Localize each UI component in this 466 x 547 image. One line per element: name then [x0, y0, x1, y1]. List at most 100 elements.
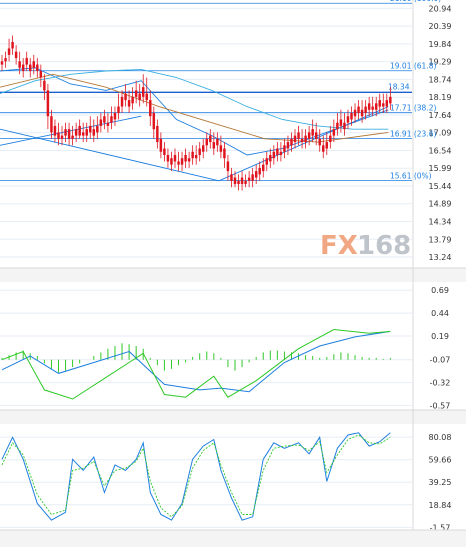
macd-y-tick-label: 0.44	[431, 309, 449, 318]
candle-body	[43, 80, 46, 91]
trendline	[218, 106, 389, 182]
candle-body	[346, 116, 350, 123]
macd-line	[1, 330, 391, 393]
candle-body	[156, 125, 159, 143]
candle-body	[39, 71, 43, 78]
candle-body	[187, 158, 191, 162]
macd-y-tick-label: -0.07	[430, 356, 451, 365]
candle-body	[219, 145, 223, 152]
watermark-168: 168	[357, 231, 411, 261]
candle-body	[50, 116, 53, 133]
candle-body	[262, 164, 265, 172]
candle-body	[134, 90, 138, 97]
candle-body	[21, 64, 25, 72]
candle-body	[205, 138, 208, 146]
price-y-tick-label: 17.64	[429, 111, 452, 120]
candle-body	[283, 145, 286, 152]
candle-body	[300, 138, 304, 143]
candle-body	[216, 138, 219, 146]
candle-body	[57, 132, 60, 139]
candle-body	[311, 129, 314, 136]
candle-body	[339, 119, 343, 126]
current-price-label: 18.34	[388, 82, 410, 91]
candle-body	[382, 103, 385, 107]
kdj-k-line	[1, 432, 391, 521]
candle-body	[251, 174, 254, 181]
price-y-tick-label: 16.54	[429, 146, 452, 155]
panel-divider	[0, 410, 466, 424]
candle-body	[240, 177, 244, 185]
price-panel: 20.94 20.39 19.84 19.29 18.74 18.19 17.64 17.09…	[0, 0, 451, 262]
candle-body	[127, 100, 131, 107]
fib-level-label: 21.10 (100.0)	[390, 0, 441, 3]
candle-body	[103, 116, 106, 123]
candle-body	[269, 154, 272, 162]
candle-body	[159, 138, 163, 152]
candle-body	[170, 158, 173, 165]
price-y-tick-label: 19.84	[429, 40, 452, 49]
candle-body	[46, 90, 50, 117]
candle-body	[233, 177, 237, 185]
candle-body	[247, 177, 251, 181]
candle-body	[85, 129, 88, 136]
candle-body	[212, 142, 216, 149]
candle-body	[360, 109, 364, 117]
candle-body	[293, 135, 297, 143]
kdj-panel: 80.08 59.66 39.25 18.84 -1.57	[0, 432, 452, 532]
candle-body	[209, 135, 212, 143]
candle-body	[25, 58, 28, 65]
candle-body	[7, 48, 11, 55]
candle-body	[11, 41, 14, 49]
candle-body	[74, 129, 78, 136]
candle-body	[254, 171, 258, 178]
price-y-tick-label: 18.74	[429, 75, 452, 84]
candle-body	[89, 125, 92, 133]
panel-divider	[0, 530, 466, 547]
candle-body	[32, 61, 36, 68]
candle-body	[14, 51, 18, 59]
price-y-tick-label: 17.09	[429, 129, 452, 138]
fx168-watermark: FX 168	[320, 231, 411, 261]
candle-body	[0, 61, 4, 65]
candle-body	[180, 158, 184, 165]
macd-y-tick-label: 0.19	[431, 332, 449, 341]
candle-body	[385, 100, 389, 107]
candle-body	[18, 61, 21, 68]
candle-body	[322, 145, 325, 152]
candle-body	[64, 129, 67, 136]
macd-y-tick-label: -0.57	[430, 401, 451, 410]
candle-body	[343, 122, 346, 130]
candle-body	[304, 135, 307, 143]
kdj-y-tick-label: 18.84	[429, 501, 452, 510]
kdj-y-tick-label: -1.57	[430, 523, 451, 532]
price-y-tick-label: 14.34	[429, 218, 452, 227]
kdj-y-tick-label: 39.25	[429, 478, 452, 487]
candle-body	[145, 93, 148, 101]
candle-body	[92, 129, 96, 136]
candle-body	[357, 106, 360, 114]
candle-body	[166, 154, 170, 162]
candle-body	[314, 132, 318, 139]
moving-average-line	[0, 68, 389, 130]
candle-body	[78, 125, 81, 136]
candle-body	[173, 154, 177, 162]
candle-body	[96, 125, 99, 133]
candle-body	[138, 93, 141, 101]
candle-body	[152, 113, 156, 130]
candle-body	[223, 148, 226, 159]
price-y-tick-label: 15.44	[429, 182, 452, 191]
candle-body	[272, 151, 276, 159]
candle-body	[141, 87, 145, 97]
candle-body	[149, 100, 152, 117]
candle-body	[163, 148, 166, 155]
candle-body	[389, 96, 392, 104]
candle-body	[194, 154, 198, 159]
macd-y-tick-label: 0.69	[431, 286, 449, 295]
price-y-tick-label: 20.39	[429, 22, 452, 31]
candle-body	[81, 132, 85, 136]
watermark-fx: FX	[320, 231, 358, 261]
candle-body	[120, 96, 124, 107]
candle-body	[329, 135, 332, 143]
candle-body	[201, 145, 205, 152]
